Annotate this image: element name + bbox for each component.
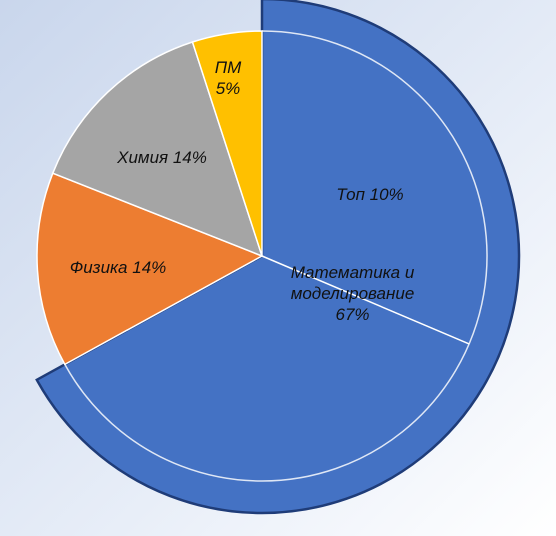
slice-label: Математика и моделирование 67%	[265, 262, 440, 325]
divider	[261, 255, 470, 345]
pie-slice	[35, 0, 521, 515]
slice-label: ПМ 5%	[200, 57, 256, 99]
category-label: Химия	[117, 148, 169, 167]
pie-slice	[191, 30, 263, 257]
category-label: Физика	[69, 258, 128, 277]
value-label: 5%	[215, 79, 241, 98]
value-label: 14%	[172, 148, 207, 167]
inner-outline	[64, 30, 488, 482]
category-label: ПМ	[214, 58, 242, 77]
value-label: 14%	[132, 258, 167, 277]
pie-slice	[36, 172, 264, 366]
slice-label: Физика 14%	[58, 257, 178, 278]
value-label: 67%	[335, 305, 370, 324]
slice-label: Химия 14%	[92, 147, 232, 168]
category-label: Математика и моделирование	[290, 263, 415, 303]
annotation: Топ 10%	[336, 185, 404, 204]
